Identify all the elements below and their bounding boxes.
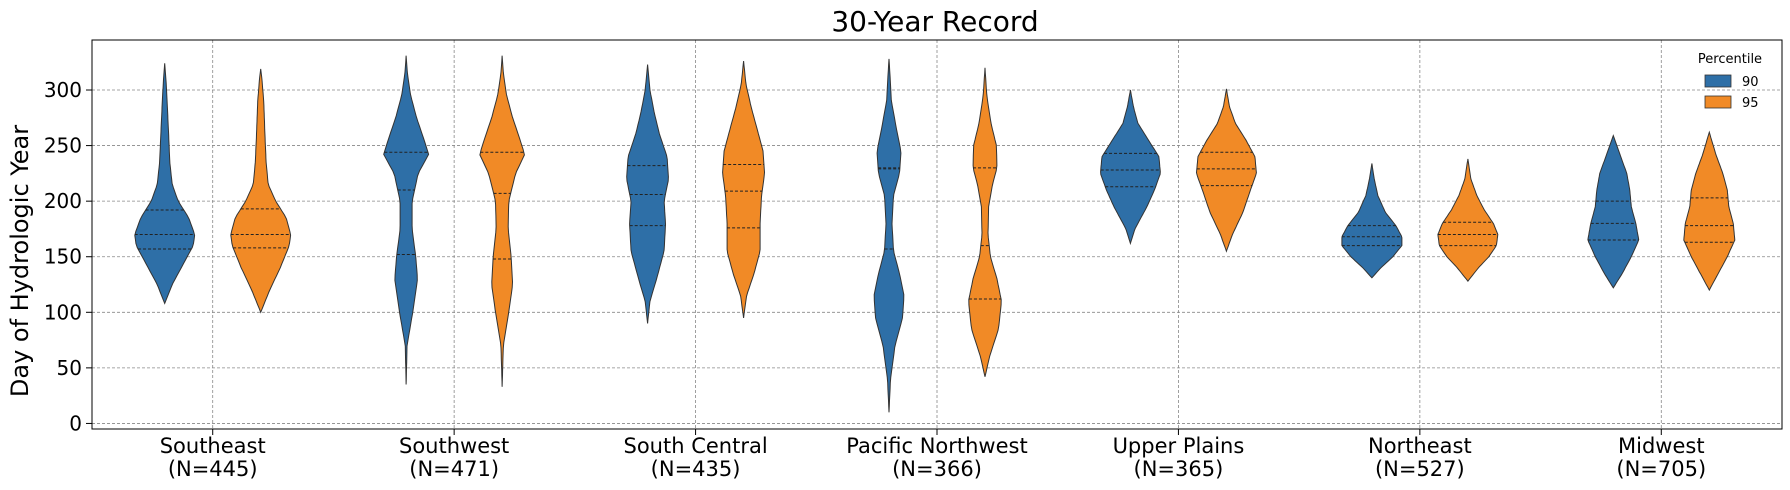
- y-tick-label: 250: [44, 134, 82, 158]
- y-tick-label: 50: [57, 356, 82, 380]
- violin-95-0: [230, 68, 292, 314]
- x-tick-label-count: (N=365): [1134, 457, 1224, 481]
- violin-90-0: [134, 63, 196, 305]
- y-tick-label: 100: [44, 300, 82, 324]
- x-tick-label-count: (N=471): [409, 457, 499, 481]
- violin-body: [134, 63, 196, 305]
- violin-95-4: [1195, 88, 1257, 253]
- x-tick-label-count: (N=435): [651, 457, 741, 481]
- violin-body: [1683, 130, 1736, 292]
- x-tick-label-count: (N=527): [1375, 457, 1465, 481]
- legend-swatch-95: [1704, 95, 1732, 109]
- violin-90-1: [383, 55, 430, 385]
- legend-label-95: 95: [1742, 96, 1759, 111]
- legend-swatch-90: [1704, 74, 1732, 88]
- y-axis-ticks: 0 50 100 150 200 250 300: [44, 78, 92, 435]
- violin-body: [230, 68, 292, 314]
- y-tick-label: 200: [44, 189, 82, 213]
- violin-body: [722, 61, 766, 318]
- violin-body: [1587, 134, 1640, 289]
- violin-body: [1341, 163, 1403, 279]
- legend-title: Percentile: [1698, 52, 1762, 67]
- violin-body: [873, 58, 905, 413]
- x-axis-ticks: Southeast(N=445) Southwest(N=471) South Ce…: [160, 429, 1706, 481]
- x-tick-label-count: (N=445): [168, 457, 258, 481]
- violin-90-6: [1587, 134, 1640, 289]
- violin-body: [1437, 158, 1499, 283]
- gridlines: [92, 40, 1782, 429]
- violin-body: [968, 67, 1002, 377]
- violin-90-4: [1100, 89, 1161, 246]
- legend-label-90: 90: [1742, 75, 1759, 90]
- x-tick-label-name: Pacific Northwest: [846, 434, 1027, 458]
- violin-95-3: [968, 67, 1002, 377]
- x-tick-label-name: Midwest: [1618, 434, 1705, 458]
- legend: Percentile 90 95: [1698, 52, 1762, 111]
- x-tick-label-name: Southwest: [399, 434, 509, 458]
- y-axis-label: Day of Hydrologic Year: [6, 125, 34, 397]
- violin-90-5: [1341, 163, 1403, 279]
- y-tick-label: 150: [44, 245, 82, 269]
- violin-95-5: [1437, 158, 1499, 283]
- violin-body: [1100, 89, 1161, 246]
- y-tick-label: 0: [69, 411, 82, 435]
- x-tick-label-name: South Central: [623, 434, 767, 458]
- violin-95-6: [1683, 130, 1736, 292]
- y-tick-label: 300: [44, 78, 82, 102]
- x-tick-label-name: Upper Plains: [1113, 434, 1245, 458]
- x-tick-label-count: (N=705): [1616, 457, 1706, 481]
- chart-title: 30-Year Record: [831, 5, 1038, 38]
- violins: [134, 55, 1736, 413]
- x-tick-label-name: Southeast: [160, 434, 266, 458]
- violin-body: [1195, 88, 1257, 253]
- violin-body: [383, 55, 430, 385]
- violin-95-1: [479, 55, 525, 387]
- violin-body: [626, 64, 669, 324]
- violin-95-2: [722, 61, 766, 318]
- x-tick-label-count: (N=366): [892, 457, 982, 481]
- x-tick-label-name: Northeast: [1368, 434, 1472, 458]
- violin-body: [479, 55, 525, 387]
- violin-90-2: [626, 64, 669, 324]
- violin-90-3: [873, 58, 905, 413]
